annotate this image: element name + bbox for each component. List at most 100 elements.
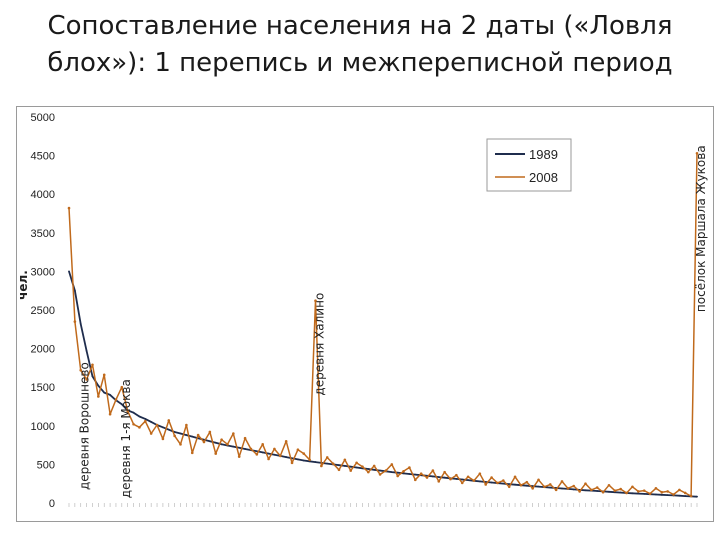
data-point-1989 [349,465,352,468]
data-point-2008 [683,491,687,495]
legend-box [486,138,572,192]
data-point-2008 [672,493,675,496]
data-point-2008 [660,490,664,494]
data-point-1989 [402,472,405,475]
data-point-1989 [162,426,164,429]
data-point-2008 [678,488,681,492]
data-point-2008 [502,479,505,482]
data-point-2008 [85,378,88,381]
data-point-2008 [79,368,83,372]
data-point-2008 [290,461,294,465]
data-point-2008 [601,490,605,494]
data-point-1989 [326,462,329,465]
data-point-2008 [267,457,270,461]
data-point-1989 [120,403,123,406]
data-point-1989 [367,468,370,470]
legend-label-1989: 1989 [529,147,558,162]
data-point-2008 [185,423,188,427]
data-point-2008 [595,486,599,489]
data-point-1989 [408,473,411,475]
data-point-2008 [220,438,223,441]
data-point-1989 [150,421,153,423]
data-point-1989 [396,471,399,474]
data-point-2008 [425,476,429,479]
data-point-1989 [220,443,223,446]
data-point-2008 [642,489,646,492]
data-point-1989 [85,350,88,352]
data-point-2008 [243,436,247,440]
data-point-1989 [314,461,317,463]
data-point-2008 [73,320,77,323]
data-point-1989 [584,489,587,492]
data-point-1989 [637,492,640,495]
y-tick-label: 4000 [31,189,55,201]
data-point-2008 [114,398,118,401]
data-point-1989 [549,486,552,489]
y-axis: 0 500 1000 1500 2000 2500 3000 3500 4000 4500 5000 [31,112,55,510]
y-tick-label: 2500 [31,305,55,317]
data-point-2008 [91,363,94,367]
data-point-2008 [67,206,71,210]
data-point-1989 [173,431,176,433]
data-point-1989 [478,480,481,483]
y-tick-label: 500 [37,459,55,471]
data-point-1989 [660,493,663,496]
data-point-2008 [613,489,617,492]
data-point-1989 [267,452,270,455]
data-point-1989 [232,445,235,448]
data-point-1989 [608,490,610,493]
data-point-2008 [296,448,300,452]
data-point-1989 [144,417,147,420]
data-point-2008 [408,466,411,469]
data-point-1989 [525,484,528,487]
data-point-2008 [631,485,634,489]
data-point-2008 [390,463,394,466]
chart-frame: 0 500 1000 1500 2000 2500 3000 3500 4000 4500 5000… [16,106,714,522]
data-point-1989 [561,487,563,490]
data-point-2008 [102,373,106,377]
line-chart: 0 500 1000 1500 2000 2500 3000 3500 4000 4500 5000… [17,112,708,510]
data-point-2008 [531,487,534,490]
data-point-1989 [655,493,657,496]
data-point-2008 [372,464,376,468]
data-point-2008 [237,455,241,458]
data-point-2008 [278,454,282,458]
data-point-2008 [120,385,124,389]
data-point-1989 [73,289,76,292]
data-point-1989 [373,468,376,471]
data-point-1989 [537,485,540,488]
data-point-2008 [496,481,499,485]
data-point-2008 [314,299,317,303]
data-point-2008 [167,419,171,422]
data-point-1989 [666,494,669,497]
data-point-1989 [167,428,170,431]
data-point-1989 [514,483,516,486]
data-point-2008 [419,472,423,475]
slide-title: Сопоставление населения на 2 даты («Ловл… [47,11,673,78]
data-point-2008 [179,443,182,446]
data-point-1989 [343,465,346,467]
annotation-layer: деревня Ворошнево деревня 1-я Моква деревн… [78,145,708,498]
data-point-2008 [590,488,593,492]
data-point-2008 [378,473,382,476]
data-point-2008 [208,430,212,434]
data-point-2008 [566,487,570,490]
data-point-1989 [208,440,211,443]
data-point-2008 [355,461,358,465]
data-point-2008 [331,462,335,465]
data-point-2008 [149,432,153,435]
data-point-2008 [513,475,517,479]
data-point-2008 [396,474,399,478]
data-point-1989 [214,441,217,444]
data-point-2008 [249,447,253,451]
y-tick-label: 0 [49,498,55,510]
data-point-2008 [202,440,206,444]
data-point-1989 [285,456,288,458]
data-point-2008 [232,432,235,435]
y-tick-label: 2000 [31,344,55,356]
data-point-2008 [343,458,347,462]
data-point-2008 [284,439,288,443]
data-point-2008 [648,492,652,496]
data-point-1989 [502,482,505,485]
data-point-1989 [191,435,194,438]
